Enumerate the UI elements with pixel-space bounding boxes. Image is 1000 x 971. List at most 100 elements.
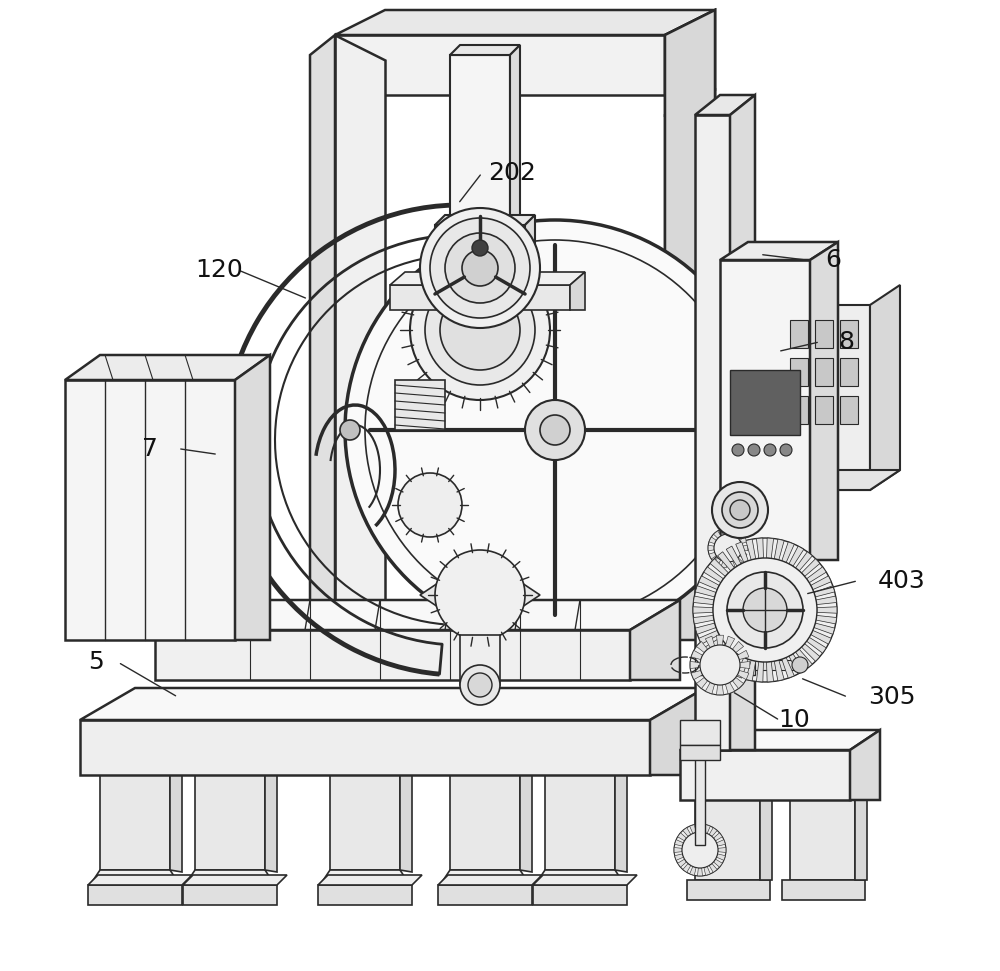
Circle shape (440, 290, 520, 370)
Polygon shape (736, 542, 748, 562)
Polygon shape (789, 653, 804, 674)
Polygon shape (680, 745, 720, 760)
Polygon shape (726, 546, 741, 566)
Polygon shape (687, 880, 770, 900)
Polygon shape (510, 45, 520, 230)
Circle shape (708, 528, 748, 568)
Polygon shape (732, 642, 744, 653)
Polygon shape (721, 561, 727, 568)
Circle shape (764, 444, 776, 456)
Polygon shape (450, 775, 520, 870)
Circle shape (430, 218, 530, 318)
Polygon shape (318, 885, 412, 905)
Polygon shape (850, 730, 880, 800)
Polygon shape (650, 688, 705, 775)
Polygon shape (699, 630, 719, 644)
Polygon shape (774, 660, 784, 681)
Polygon shape (570, 272, 585, 310)
Polygon shape (330, 775, 400, 870)
Polygon shape (65, 355, 270, 380)
Polygon shape (691, 651, 703, 659)
Text: 305: 305 (868, 686, 916, 709)
Polygon shape (782, 657, 794, 678)
Polygon shape (746, 660, 756, 681)
Polygon shape (705, 636, 715, 648)
Polygon shape (709, 863, 717, 872)
Polygon shape (690, 824, 696, 833)
Bar (790, 320, 808, 348)
Polygon shape (533, 875, 637, 885)
Polygon shape (690, 661, 700, 668)
Polygon shape (235, 355, 270, 640)
Polygon shape (683, 863, 691, 872)
Polygon shape (718, 650, 734, 668)
Polygon shape (630, 600, 680, 680)
Polygon shape (717, 840, 725, 846)
Polygon shape (725, 683, 735, 694)
Polygon shape (737, 670, 749, 680)
Polygon shape (737, 651, 749, 659)
Polygon shape (195, 775, 265, 870)
Polygon shape (709, 827, 717, 836)
Polygon shape (814, 623, 835, 634)
Circle shape (690, 635, 750, 695)
Text: 10: 10 (778, 709, 810, 732)
Polygon shape (735, 557, 742, 565)
Polygon shape (721, 528, 727, 535)
Polygon shape (400, 762, 412, 872)
Polygon shape (768, 305, 870, 490)
Circle shape (398, 473, 462, 537)
Polygon shape (716, 635, 724, 645)
Polygon shape (438, 875, 542, 885)
Polygon shape (420, 555, 540, 635)
Polygon shape (183, 875, 287, 885)
Polygon shape (714, 531, 721, 538)
Polygon shape (520, 762, 532, 872)
Polygon shape (680, 730, 880, 750)
Circle shape (435, 550, 525, 640)
Polygon shape (726, 653, 741, 674)
Polygon shape (698, 868, 702, 876)
Polygon shape (318, 875, 422, 885)
Polygon shape (729, 561, 735, 568)
Polygon shape (718, 552, 734, 571)
Polygon shape (88, 875, 192, 885)
Polygon shape (675, 854, 683, 860)
Polygon shape (460, 635, 500, 685)
Polygon shape (390, 285, 570, 310)
Polygon shape (742, 546, 748, 551)
Polygon shape (704, 866, 710, 876)
Polygon shape (100, 775, 170, 870)
Polygon shape (690, 866, 696, 876)
Polygon shape (695, 800, 760, 880)
Polygon shape (717, 854, 725, 860)
Polygon shape (438, 885, 532, 905)
Polygon shape (768, 470, 900, 490)
Polygon shape (170, 762, 182, 872)
Polygon shape (695, 655, 755, 675)
Circle shape (525, 400, 585, 460)
Polygon shape (732, 678, 744, 688)
Polygon shape (710, 558, 729, 577)
Polygon shape (691, 670, 703, 680)
Polygon shape (435, 225, 525, 248)
Polygon shape (678, 833, 686, 841)
Polygon shape (674, 848, 682, 853)
Polygon shape (740, 537, 747, 544)
Polygon shape (767, 538, 774, 558)
Polygon shape (696, 678, 708, 688)
Polygon shape (716, 685, 724, 695)
Polygon shape (705, 683, 715, 694)
Circle shape (792, 657, 808, 673)
Text: 6: 6 (825, 249, 841, 272)
Polygon shape (704, 567, 723, 583)
Text: 8: 8 (838, 330, 854, 353)
Text: 403: 403 (878, 569, 926, 592)
Polygon shape (774, 539, 784, 560)
Circle shape (722, 492, 758, 528)
Polygon shape (390, 272, 585, 285)
Bar (840, 320, 858, 348)
Polygon shape (736, 657, 748, 678)
Circle shape (730, 500, 750, 520)
Polygon shape (810, 242, 838, 560)
